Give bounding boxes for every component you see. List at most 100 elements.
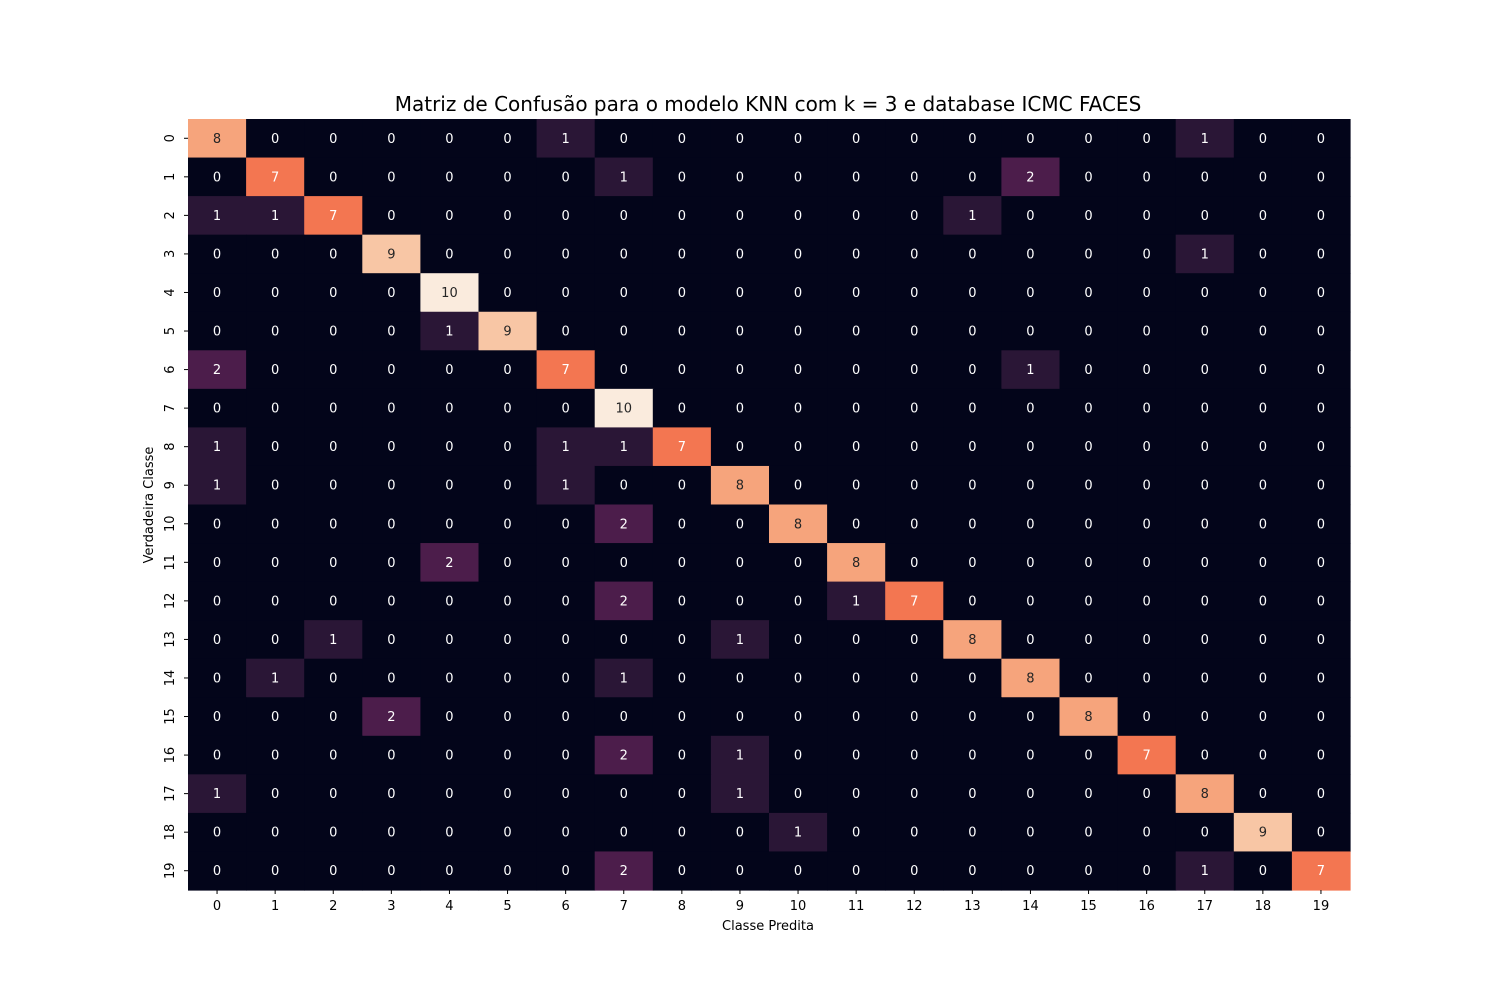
- heatmap-cell-r9-c0: [188, 465, 247, 506]
- heatmap-cell-r14-c11: [827, 658, 886, 698]
- cell-value-r5-c7: 0: [620, 325, 628, 340]
- heatmap-cell-r6-c7: [594, 350, 654, 390]
- heatmap-cell-r3-c16: [1117, 234, 1177, 274]
- cell-value-r14-c12: 0: [910, 671, 918, 686]
- cell-value-r10-c19: 0: [1317, 517, 1325, 532]
- cell-value-r14-c7: 1: [620, 671, 628, 686]
- heatmap-cell-r8-c8: [652, 427, 712, 467]
- cell-value-r13-c16: 0: [1143, 633, 1151, 648]
- cell-value-r4-c13: 0: [968, 286, 976, 301]
- heatmap-cell-r18-c7: [594, 812, 654, 853]
- x-tick-label-9: 9: [736, 899, 744, 914]
- heatmap-cell-r11-c10: [769, 543, 828, 583]
- y-tick-label-6: 6: [163, 365, 178, 373]
- cell-value-r0-c16: 0: [1143, 132, 1151, 147]
- cell-value-r19-c11: 0: [852, 864, 860, 879]
- cell-value-r2-c18: 0: [1259, 209, 1267, 224]
- heatmap-cell-r19-c4: [420, 851, 480, 891]
- cell-value-r14-c14: 8: [1026, 671, 1034, 686]
- cell-value-r15-c9: 0: [736, 710, 744, 725]
- heatmap-cell-r1-c10: [769, 157, 828, 197]
- heatmap-cell-r1-c9: [710, 157, 770, 197]
- cell-value-r4-c8: 0: [678, 286, 686, 301]
- heatmap-cell-r15-c2: [304, 697, 363, 737]
- heatmap-cell-r3-c19: [1291, 234, 1351, 274]
- heatmap-cell-r10-c8: [652, 504, 712, 544]
- heatmap-cell-r6-c15: [1059, 350, 1119, 390]
- heatmap-cell-r2-c6: [536, 196, 596, 236]
- heatmap-cell-r18-c6: [536, 812, 596, 853]
- heatmap-cell-r3-c4: [420, 234, 480, 274]
- heatmap-cell-r18-c19: [1291, 812, 1351, 853]
- cell-value-r14-c9: 0: [736, 671, 744, 686]
- cell-value-r10-c9: 0: [736, 517, 744, 532]
- cell-value-r3-c11: 0: [852, 247, 860, 262]
- cell-value-r0-c4: 0: [445, 132, 453, 147]
- heatmap-cell-r13-c16: [1117, 620, 1177, 660]
- cell-value-r14-c6: 0: [562, 671, 570, 686]
- cell-value-r8-c0: 1: [213, 440, 221, 455]
- heatmap-cell-r5-c17: [1175, 311, 1235, 351]
- cell-value-r2-c17: 0: [1201, 209, 1209, 224]
- heatmap-cell-r2-c16: [1117, 196, 1177, 236]
- cell-value-r17-c5: 0: [503, 787, 511, 802]
- cell-value-r10-c0: 0: [213, 517, 221, 532]
- heatmap-cell-r0-c18: [1233, 119, 1293, 159]
- cell-value-r1-c3: 0: [387, 170, 395, 185]
- cell-value-r11-c9: 0: [736, 556, 744, 571]
- heatmap-cell-r15-c17: [1175, 697, 1235, 737]
- x-axis-label: Classe Predita: [722, 919, 814, 934]
- cell-value-r1-c14: 2: [1026, 170, 1034, 185]
- cell-value-r17-c0: 1: [213, 787, 221, 802]
- cell-value-r10-c14: 0: [1026, 517, 1034, 532]
- heatmap-cell-r11-c5: [478, 543, 538, 583]
- cell-value-r5-c11: 0: [852, 325, 860, 340]
- heatmap-cell-r9-c17: [1175, 465, 1235, 506]
- x-tick-label-4: 4: [445, 899, 453, 914]
- cell-value-r12-c7: 2: [620, 594, 628, 609]
- heatmap-cell-r5-c1: [246, 311, 305, 351]
- cell-value-r13-c2: 1: [329, 633, 337, 648]
- heatmap-cell-r4-c1: [246, 273, 305, 313]
- cell-value-r10-c6: 0: [562, 517, 570, 532]
- cell-value-r13-c3: 0: [387, 633, 395, 648]
- cell-value-r1-c1: 7: [271, 170, 279, 185]
- heatmap-cell-r6-c12: [885, 350, 944, 390]
- cell-value-r14-c3: 0: [387, 671, 395, 686]
- cell-value-r19-c4: 0: [445, 864, 453, 879]
- heatmap-cell-r0-c15: [1059, 119, 1119, 159]
- cell-value-r1-c13: 0: [968, 170, 976, 185]
- y-tick-label-16: 16: [163, 747, 178, 764]
- heatmap-cell-r19-c16: [1117, 851, 1177, 891]
- cell-value-r6-c3: 0: [387, 363, 395, 378]
- heatmap-cell-r17-c13: [943, 774, 1002, 814]
- heatmap-cell-r8-c19: [1291, 427, 1351, 467]
- heatmap-cell-r13-c13: [943, 620, 1002, 660]
- heatmap-cell-r9-c4: [420, 465, 480, 506]
- heatmap-cell-r2-c3: [362, 196, 421, 236]
- cell-value-r18-c12: 0: [910, 826, 918, 841]
- heatmap-cell-r14-c18: [1233, 658, 1293, 698]
- heatmap-cell-r16-c19: [1291, 735, 1351, 775]
- heatmap-cell-r6-c9: [710, 350, 770, 390]
- heatmap-cell-r7-c4: [420, 388, 480, 428]
- cell-value-r1-c19: 0: [1317, 170, 1325, 185]
- heatmap-cell-r6-c18: [1233, 350, 1293, 390]
- heatmap-cell-r1-c16: [1117, 157, 1177, 197]
- cell-value-r12-c8: 0: [678, 594, 686, 609]
- heatmap-cell-r11-c3: [362, 543, 421, 583]
- cell-value-r7-c17: 0: [1201, 402, 1209, 417]
- heatmap-cell-r19-c3: [362, 851, 421, 891]
- heatmap-cell-r18-c4: [420, 812, 480, 853]
- heatmap-cell-r4-c8: [652, 273, 712, 313]
- x-tick-label-16: 16: [1138, 899, 1155, 914]
- heatmap-cell-r7-c6: [536, 388, 596, 428]
- heatmap-cell-r5-c10: [769, 311, 828, 351]
- heatmap-cell-r17-c1: [246, 774, 305, 814]
- cell-value-r18-c13: 0: [968, 826, 976, 841]
- heatmap-cell-r13-c2: [304, 620, 363, 660]
- cell-value-r8-c1: 0: [271, 440, 279, 455]
- cell-value-r19-c7: 2: [620, 864, 628, 879]
- heatmap-cell-r17-c3: [362, 774, 421, 814]
- cell-value-r16-c5: 0: [503, 749, 511, 764]
